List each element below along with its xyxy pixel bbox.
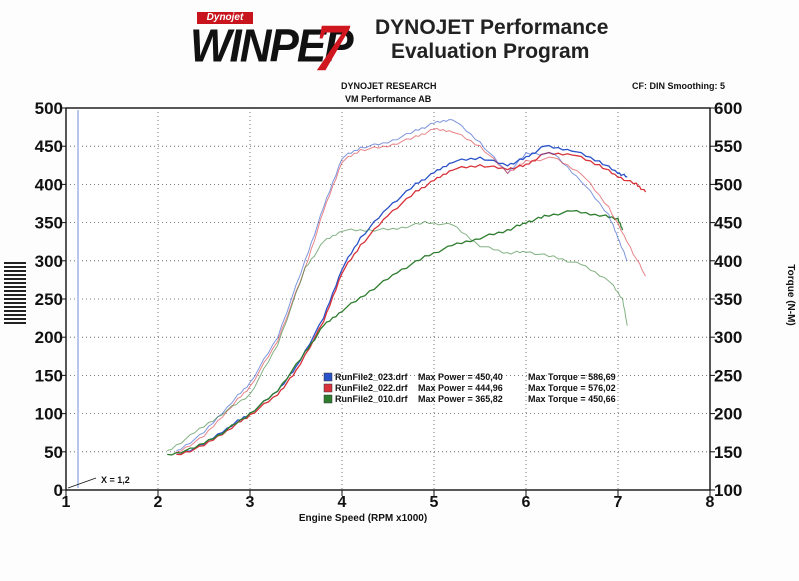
right-y-tick-label: 100: [714, 481, 742, 500]
legend-max-torque: Max Torque = 586,69: [528, 372, 616, 382]
right-y-tick-label: 250: [714, 366, 742, 385]
right-y-tick-label: 600: [714, 99, 742, 118]
x-tick-label: 4: [338, 494, 347, 511]
dynojet-brand-badge: Dynojet: [197, 12, 253, 24]
legend-max-power: Max Power = 450,40: [418, 372, 503, 382]
left-y-tick-label: 100: [35, 405, 63, 424]
left-y-tick-label: 450: [35, 137, 63, 156]
left-y-tick-label: 200: [35, 328, 63, 347]
x-tick-label: 5: [430, 494, 439, 511]
legend-file-label: RunFile2_022.drf: [335, 383, 409, 393]
right-y-tick-label: 300: [714, 328, 742, 347]
right-y-tick-label: 500: [714, 175, 742, 194]
right-y-tick-label: 350: [714, 290, 742, 309]
torque-line-runfile2-022-drf: [176, 127, 647, 453]
program-title-line1: DYNOJET Performance: [375, 16, 609, 39]
annotation-leader: [67, 477, 97, 489]
power-line-runfile2-010-drf: [167, 209, 624, 456]
legend-file-label: RunFile2_023.drf: [335, 372, 409, 382]
right-y-axis-label: Torque (N-M): [785, 264, 796, 325]
program-title-line2: Evaluation Program: [391, 40, 590, 63]
right-y-tick-label: 550: [714, 137, 742, 156]
org-subname: VM Performance AB: [345, 94, 432, 104]
left-y-tick-label: 150: [35, 366, 63, 385]
x-tick-label: 6: [522, 494, 531, 511]
winpep-logo-number: 7: [314, 9, 348, 85]
x-tick-label: 2: [154, 494, 163, 511]
right-y-tick-label: 450: [714, 214, 742, 233]
power-line-runfile2-022-drf: [176, 151, 647, 456]
left-y-tick-label: 0: [54, 481, 63, 500]
legend-swatch: [323, 394, 333, 404]
scan-edge-mark: [4, 262, 26, 328]
right-y-tick-label: 200: [714, 405, 742, 424]
legend-max-torque: Max Torque = 450,66: [528, 394, 616, 404]
x-tick-label: 1: [62, 494, 71, 511]
correction-settings: CF: DIN Smoothing: 5: [632, 81, 725, 91]
torque-line-runfile2-023-drf: [176, 118, 628, 452]
left-y-tick-label: 350: [35, 214, 63, 233]
left-y-tick-label: 250: [35, 290, 63, 309]
left-y-tick-label: 300: [35, 252, 63, 271]
x-tick-label: 7: [614, 494, 623, 511]
right-y-tick-label: 400: [714, 252, 742, 271]
left-y-tick-label: 500: [35, 99, 63, 118]
x-tick-label: 3: [246, 494, 255, 511]
x-tick-label: 8: [706, 494, 715, 511]
winpep-logo-text: WINPEP: [190, 20, 354, 73]
legend-file-label: RunFile2_010.drf: [335, 394, 409, 404]
x-annotation: X = 1,2: [101, 475, 130, 485]
right-y-tick-label: 150: [714, 443, 742, 462]
left-y-tick-label: 400: [35, 175, 63, 194]
org-name: DYNOJET RESEARCH: [341, 81, 437, 91]
left-y-tick-label: 50: [44, 443, 63, 462]
x-axis-label: Engine Speed (RPM x1000): [299, 513, 427, 524]
legend-swatch: [323, 372, 333, 382]
legend-max-power: Max Power = 365,82: [418, 394, 503, 404]
torque-line-runfile2-010-drf: [167, 220, 628, 452]
legend-swatch: [323, 383, 333, 393]
legend-max-torque: Max Torque = 576,02: [528, 383, 616, 393]
legend-max-power: Max Power = 444,96: [418, 383, 503, 393]
